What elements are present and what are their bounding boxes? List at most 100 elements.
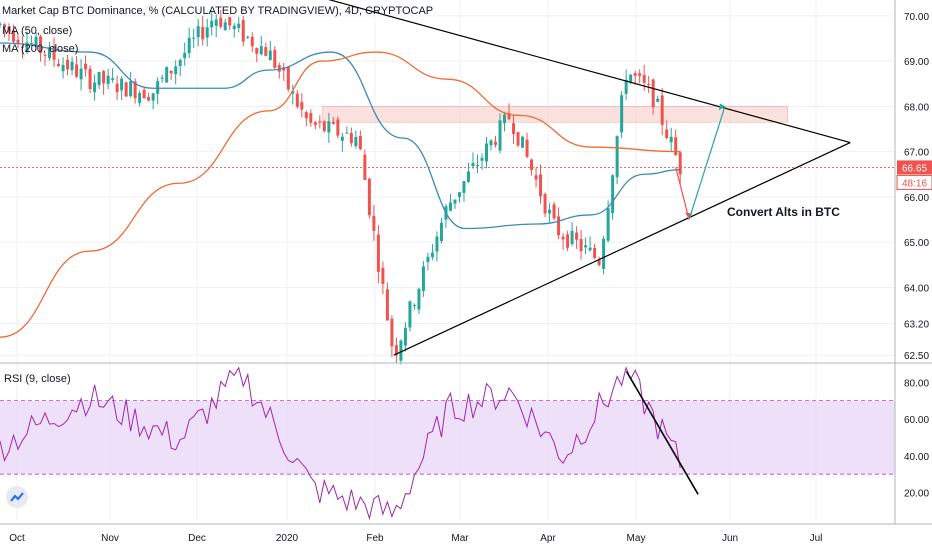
candle-body: [120, 78, 124, 91]
candle-body: [606, 208, 610, 241]
x-tick-label: Feb: [366, 533, 384, 544]
candle-body: [349, 133, 353, 144]
rsi-tick-label: 80.00: [904, 378, 929, 389]
candle-body: [178, 59, 182, 67]
candle-body: [475, 164, 479, 166]
legend-title: Market Cap BTC Dominance, % (CALCULATED …: [2, 5, 434, 17]
candle-body: [88, 68, 92, 90]
candle-body: [34, 36, 38, 47]
candle-body: [75, 64, 79, 77]
candle-body: [516, 132, 520, 146]
candle-body: [466, 171, 470, 182]
candle-body: [462, 181, 466, 193]
x-tick-label: Nov: [101, 533, 119, 544]
candle-body: [183, 52, 187, 59]
candle-body: [151, 93, 155, 101]
candle-body: [570, 230, 574, 244]
candle-body: [246, 36, 250, 38]
candle-body: [394, 345, 398, 356]
candle-body: [408, 301, 412, 328]
candle-body: [669, 136, 673, 143]
candle-body: [7, 26, 11, 33]
tradingview-logo-icon[interactable]: [6, 486, 28, 508]
candle-body: [620, 95, 624, 133]
candle-body: [300, 102, 304, 110]
candle-body: [309, 113, 313, 123]
candle-body: [624, 79, 628, 94]
candle-body: [52, 45, 56, 60]
y-tick-label: 69.00: [904, 57, 929, 68]
candle-body: [593, 247, 597, 258]
triangle-lower-line: [393, 141, 851, 356]
rsi-tick-label: 20.00: [904, 488, 929, 499]
candle-body: [530, 159, 534, 171]
candle-body: [196, 26, 200, 38]
candle-body: [435, 236, 439, 252]
candle-body: [187, 37, 191, 54]
legend-ma200: MA (200, close): [2, 43, 79, 55]
candle-body: [660, 95, 664, 125]
candle-body: [12, 30, 16, 42]
candle-body: [264, 47, 268, 56]
main-legend: Market Cap BTC Dominance, % (CALCULATED …: [2, 4, 433, 56]
rsi-trendline: [625, 370, 699, 495]
candle-body: [471, 162, 475, 167]
candle-body: [160, 77, 164, 79]
candle-body: [385, 289, 389, 321]
y-tick-label: 67.00: [904, 148, 929, 159]
candle-body: [367, 178, 371, 216]
projection-up-arrow: [688, 106, 726, 220]
x-tick-label: Oct: [9, 533, 25, 544]
candle-body: [674, 137, 678, 155]
candle-body: [512, 123, 516, 134]
candle-body: [156, 81, 160, 94]
candle-body: [480, 157, 484, 161]
candle-body: [39, 36, 43, 53]
candle-body: [0, 23, 2, 25]
candle-body: [588, 247, 592, 251]
y-tick-label: 65.00: [904, 238, 929, 249]
candle-body: [548, 209, 552, 214]
countdown-badge: [896, 174, 932, 190]
x-tick-label: Jul: [810, 533, 823, 544]
candle-body: [403, 327, 407, 346]
candle-body: [498, 120, 502, 151]
candle-body: [417, 288, 421, 310]
candle-body: [304, 112, 308, 119]
candle-body: [192, 37, 196, 39]
candle-body: [651, 79, 655, 108]
candle-body: [485, 143, 489, 162]
candle-body: [633, 73, 637, 76]
candle-body: [61, 64, 65, 72]
candle-body: [255, 48, 259, 54]
x-tick-label: May: [627, 533, 646, 544]
candle-body: [115, 83, 119, 93]
candle-body: [318, 121, 322, 123]
candle-body: [142, 89, 146, 99]
candle-body: [561, 236, 565, 240]
candle-body: [93, 82, 97, 93]
candle-body: [629, 74, 633, 83]
candle-body: [133, 81, 137, 99]
candle-body: [322, 121, 326, 132]
candle-body: [277, 65, 281, 72]
candle-body: [507, 112, 511, 120]
candle-body: [579, 239, 583, 252]
candle-body: [521, 136, 525, 148]
resistance-zone: [321, 106, 788, 123]
candle-body: [372, 215, 376, 231]
candle-body: [525, 139, 529, 157]
candle-body: [48, 47, 52, 59]
chart-bands: [0, 106, 895, 475]
candle-body: [138, 92, 142, 104]
candle-body: [111, 78, 115, 80]
candle-body: [228, 17, 232, 26]
candle-body: [43, 54, 47, 56]
candle-body: [647, 84, 651, 86]
candle-body: [21, 46, 25, 48]
candle-body: [174, 66, 178, 75]
candle-body: [102, 71, 106, 84]
candle-body: [543, 193, 547, 214]
candle-body: [457, 192, 461, 197]
